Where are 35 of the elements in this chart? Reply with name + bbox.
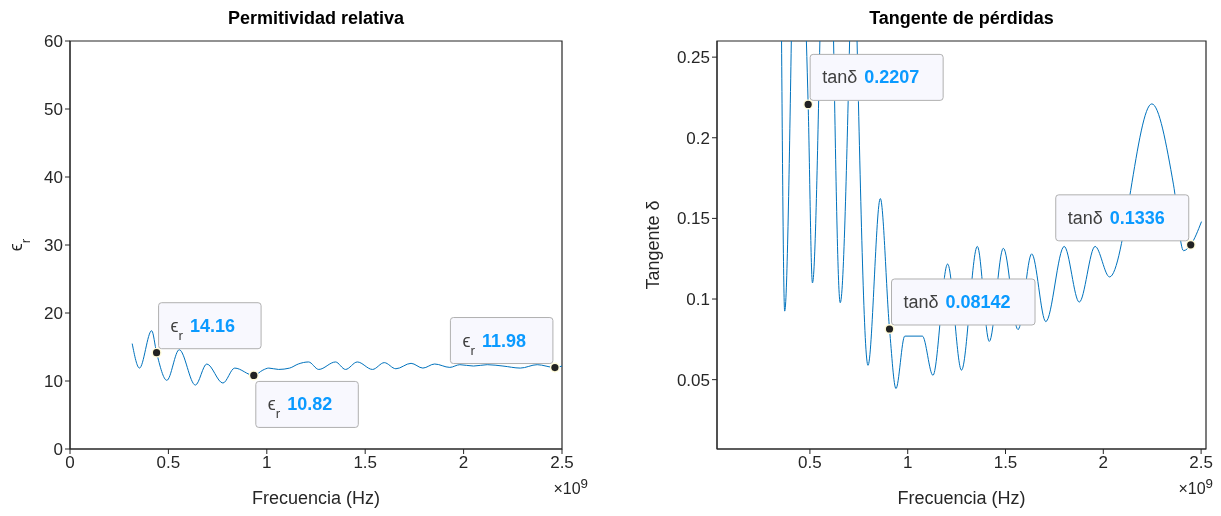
- y-tick-label: 10: [44, 372, 63, 392]
- y-tick-label: 0.15: [676, 209, 710, 229]
- y-tick-label: 30: [44, 236, 63, 256]
- x-tick-label: 1.5: [993, 453, 1018, 473]
- y-axis-title: Tangente δ: [643, 200, 663, 290]
- x-tick-label: 2.5: [1189, 453, 1213, 473]
- annotation: tanδ 0.1336: [1067, 207, 1165, 228]
- y-tick-label: 50: [44, 100, 63, 120]
- chart-title: Permitividad relativa: [226, 8, 406, 29]
- x-tick-label: 1: [902, 453, 913, 473]
- annotation: ϵ$_{r}$ 14.16: [170, 315, 236, 343]
- x-tick-label: 1: [262, 453, 272, 473]
- annotation: tanδ 0.2207: [822, 67, 920, 88]
- x-tick-label: 2: [1098, 453, 1109, 473]
- y-tick-label: 0: [53, 440, 63, 460]
- text: ×10$^{9}$: [1178, 476, 1213, 498]
- annotation: ϵ$_{r}$ 10.82: [267, 394, 333, 421]
- y-tick-label: 40: [44, 168, 63, 188]
- x-tick-label: 2.5: [550, 453, 574, 473]
- annotation: tanδ 0.08142: [903, 291, 1011, 312]
- y-tick-label: 0.25: [676, 48, 710, 68]
- annotation: ϵ$_{r}$ 11.98: [462, 330, 526, 358]
- chart-title: Tangente de pérdidas: [868, 8, 1055, 29]
- x-tick-label: 2: [458, 453, 469, 473]
- x-tick-label: 0.5: [798, 453, 822, 473]
- x-axis-title: Frecuencia (Hz): [251, 488, 381, 508]
- y-tick-label: 20: [44, 304, 63, 324]
- y-tick-label: 0.1: [686, 290, 710, 310]
- y-tick-label: 0.2: [686, 128, 710, 148]
- text: ×10$^{9}$: [553, 476, 588, 498]
- x-axis-title: Frecuencia (Hz): [897, 488, 1026, 508]
- y-tick-label: 60: [44, 32, 63, 52]
- x-tick-label: 0.5: [156, 453, 181, 473]
- y-tick-label: 0.05: [676, 370, 710, 390]
- x-tick-label: 1.5: [353, 453, 378, 473]
